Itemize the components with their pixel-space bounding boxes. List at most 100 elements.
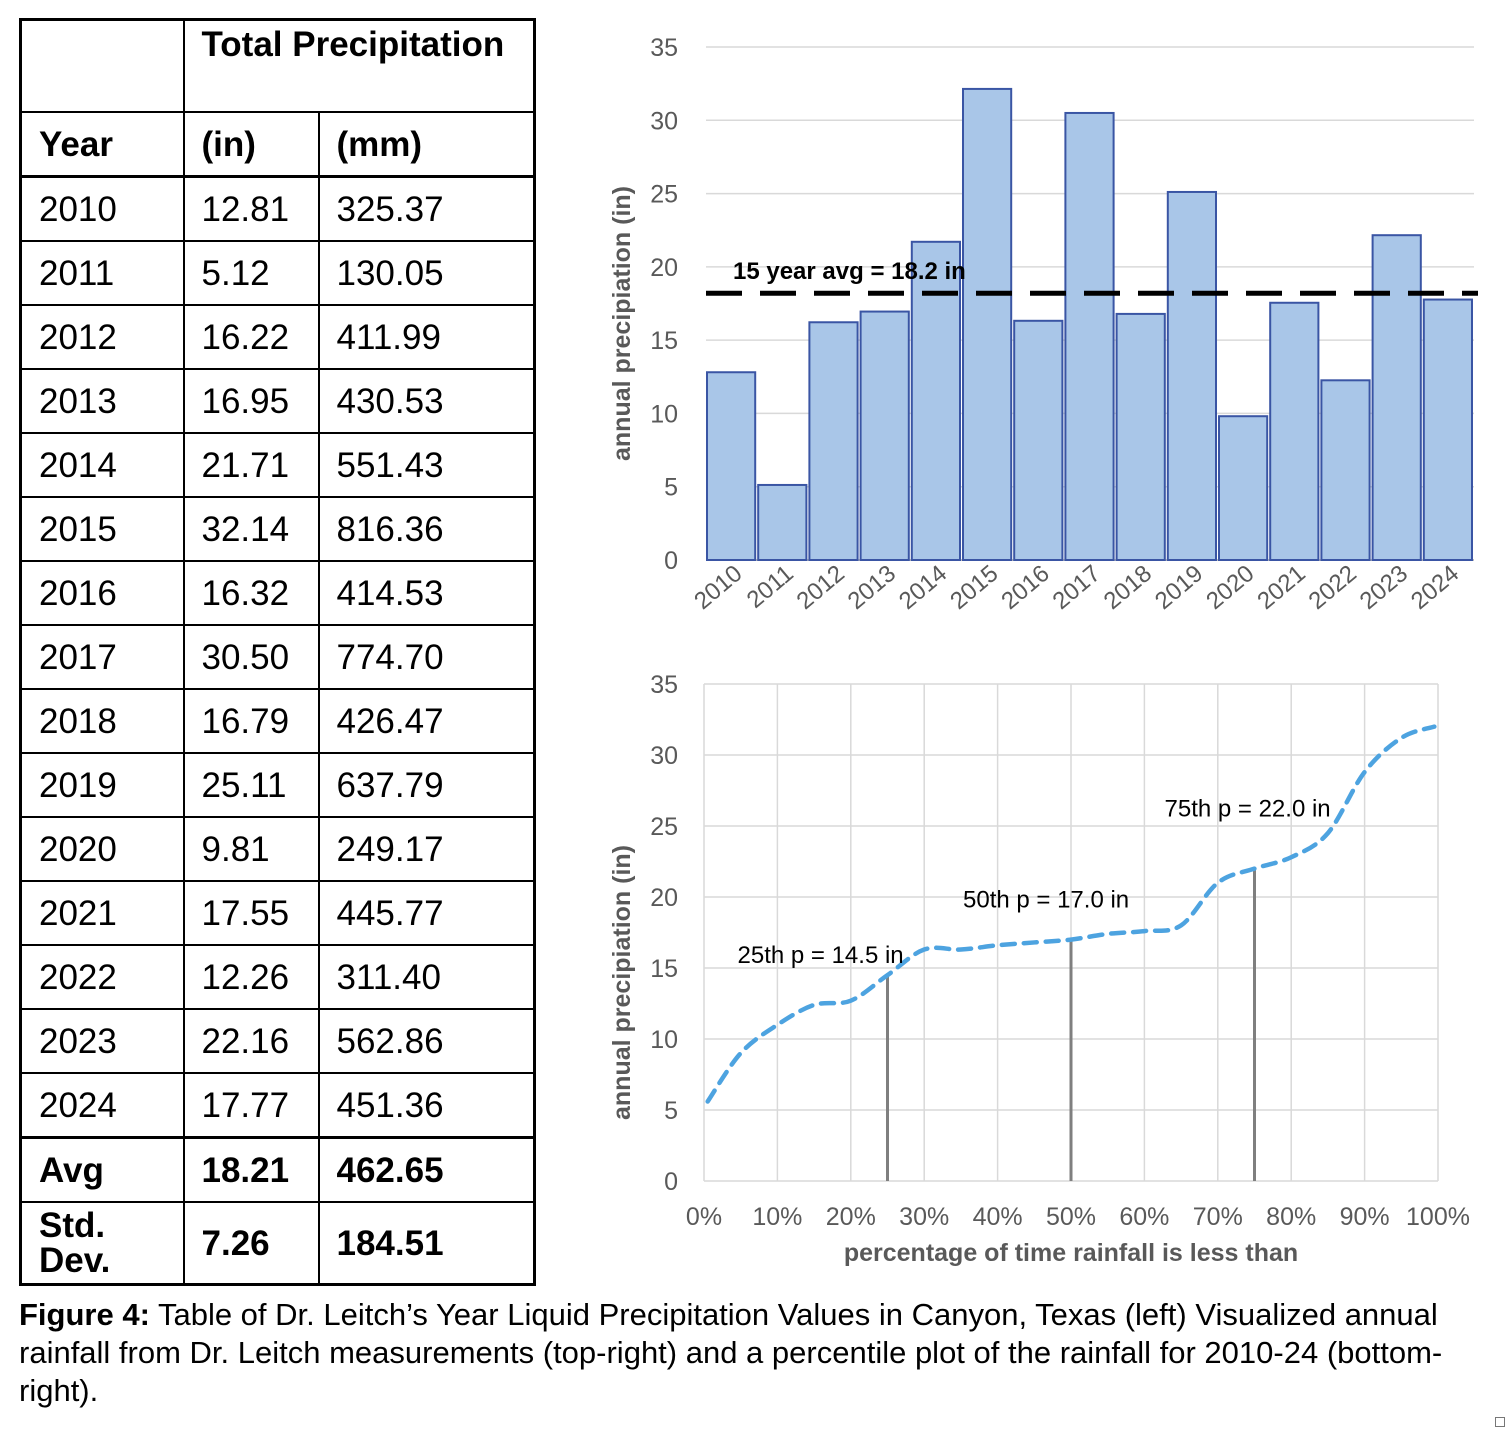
cell-year: 2014 <box>19 432 185 498</box>
avg-in: 18.21 <box>182 1136 320 1203</box>
cell-mm: 311.40 <box>317 944 536 1010</box>
table-header-row-units: Year (in) (mm) <box>19 111 536 178</box>
figure-caption: Figure 4: Table of Dr. Leitch’s Year Liq… <box>19 1296 1489 1410</box>
cell-in: 17.55 <box>182 880 320 946</box>
cell-mm: 445.77 <box>317 880 536 946</box>
bar-y-tick-label: 25 <box>650 181 678 209</box>
bar <box>757 483 808 561</box>
cell-year: 2015 <box>19 496 185 562</box>
cell-mm: 430.53 <box>317 368 536 434</box>
std-label: Std. Dev. <box>19 1201 185 1286</box>
bar-y-tick-label: 35 <box>650 34 678 62</box>
cell-in: 16.79 <box>182 688 320 754</box>
precipitation-table: Total Precipitation Year (in) (mm) 2010 1… <box>19 18 536 1286</box>
avg-mm: 462.65 <box>317 1136 536 1203</box>
pct-y-tick-label: 25 <box>650 813 678 841</box>
bar-x-tick-label: 2012 <box>792 560 850 615</box>
bar-x-tick-label: 2018 <box>1099 560 1157 615</box>
cell-year: 2012 <box>19 304 185 370</box>
cell-year: 2021 <box>19 880 185 946</box>
percentile-chart-y-axis-label: annual precipiation (in) <box>608 845 636 1120</box>
cell-mm: 816.36 <box>317 496 536 562</box>
percentile-curve <box>705 724 1437 1104</box>
bar-chart-y-ticks: 0 5 10 15 20 25 30 35 <box>650 34 678 575</box>
bar <box>1422 298 1473 561</box>
bar-x-tick-label: 2010 <box>689 560 747 615</box>
table-row: 2010 12.81 325.37 <box>19 175 536 242</box>
pct-x-tick-label: 60% <box>1119 1203 1169 1231</box>
table-row: 2012 16.22 411.99 <box>19 304 536 370</box>
bar <box>859 310 910 561</box>
cell-year: 2013 <box>19 368 185 434</box>
cell-mm: 414.53 <box>317 560 536 626</box>
percentile-marker-label: 25th p = 14.5 in <box>738 942 904 969</box>
percentile-chart-x-axis-label: percentage of time rainfall is less than <box>844 1239 1298 1267</box>
bar <box>1064 111 1115 561</box>
cell-in: 32.14 <box>182 496 320 562</box>
table-row: 2019 25.11 637.79 <box>19 752 536 818</box>
table-row: 2011 5.12 130.05 <box>19 240 536 306</box>
bar <box>910 240 961 561</box>
bar-chart-y-axis-label: annual precipiation (in) <box>608 186 636 461</box>
corner-square-mark <box>1495 1417 1505 1427</box>
pct-x-tick-label: 50% <box>1046 1203 1096 1231</box>
bar-x-tick-label: 2024 <box>1406 560 1464 615</box>
bar-x-tick-label: 2016 <box>996 560 1054 615</box>
pct-y-tick-label: 0 <box>664 1168 678 1196</box>
cell-in: 12.26 <box>182 944 320 1010</box>
table-row: 2015 32.14 816.36 <box>19 496 536 562</box>
cell-mm: 426.47 <box>317 688 536 754</box>
pct-x-tick-label: 0% <box>686 1203 722 1231</box>
pct-x-tick-label: 70% <box>1193 1203 1243 1231</box>
cell-in: 17.77 <box>182 1072 320 1139</box>
pct-y-tick-label: 10 <box>650 1026 678 1054</box>
bar-x-tick-label: 2013 <box>843 560 901 615</box>
bar-y-tick-label: 30 <box>650 107 678 135</box>
avg-label: Avg <box>19 1136 185 1203</box>
header-blank-cell <box>19 18 185 113</box>
cell-in: 9.81 <box>182 816 320 882</box>
cell-year: 2023 <box>19 1008 185 1074</box>
cell-in: 21.71 <box>182 432 320 498</box>
cell-year: 2011 <box>19 240 185 306</box>
bar-chart-x-ticks: 2010201120122013201420152016201720182019… <box>689 560 1464 615</box>
caption-lead: Figure 4: <box>19 1297 150 1332</box>
table-row: 2021 17.55 445.77 <box>19 880 536 946</box>
cell-mm: 130.05 <box>317 240 536 306</box>
percentile-marker-label: 75th p = 22.0 in <box>1165 796 1331 823</box>
cell-in: 30.50 <box>182 624 320 690</box>
cell-in: 16.95 <box>182 368 320 434</box>
table-body: 2010 12.81 325.37 2011 5.12 130.05 2012 16.22 41… <box>19 175 536 1139</box>
bar-y-tick-label: 0 <box>664 547 678 575</box>
pct-y-tick-label: 15 <box>650 955 678 983</box>
cell-in: 16.32 <box>182 560 320 626</box>
table-row: 2014 21.71 551.43 <box>19 432 536 498</box>
table-header-row-top: Total Precipitation <box>19 18 536 113</box>
bar-y-tick-label: 10 <box>650 400 678 428</box>
bar <box>808 321 859 561</box>
cell-year: 2019 <box>19 752 185 818</box>
bar-x-tick-label: 2017 <box>1048 560 1106 615</box>
pct-x-tick-label: 20% <box>826 1203 876 1231</box>
cell-mm: 249.17 <box>317 816 536 882</box>
table-row: 2020 9.81 249.17 <box>19 816 536 882</box>
percentile-marker-labels: 25th p = 14.5 in 50th p = 17.0 in 75th p =… <box>738 796 1331 970</box>
cell-year: 2017 <box>19 624 185 690</box>
bar <box>1166 190 1217 561</box>
cell-in: 16.22 <box>182 304 320 370</box>
pct-x-tick-label: 90% <box>1340 1203 1390 1231</box>
pct-x-tick-label: 30% <box>899 1203 949 1231</box>
cell-mm: 325.37 <box>317 175 536 242</box>
std-mm: 184.51 <box>317 1201 536 1286</box>
cell-in: 5.12 <box>182 240 320 306</box>
bar <box>1013 319 1064 562</box>
cell-mm: 551.43 <box>317 432 536 498</box>
cell-mm: 411.99 <box>317 304 536 370</box>
bar <box>1218 415 1269 562</box>
bar-x-tick-label: 2011 <box>742 560 799 614</box>
cell-year: 2024 <box>19 1072 185 1139</box>
cell-in: 22.16 <box>182 1008 320 1074</box>
table-row: 2018 16.79 426.47 <box>19 688 536 754</box>
cell-year: 2010 <box>19 175 185 242</box>
